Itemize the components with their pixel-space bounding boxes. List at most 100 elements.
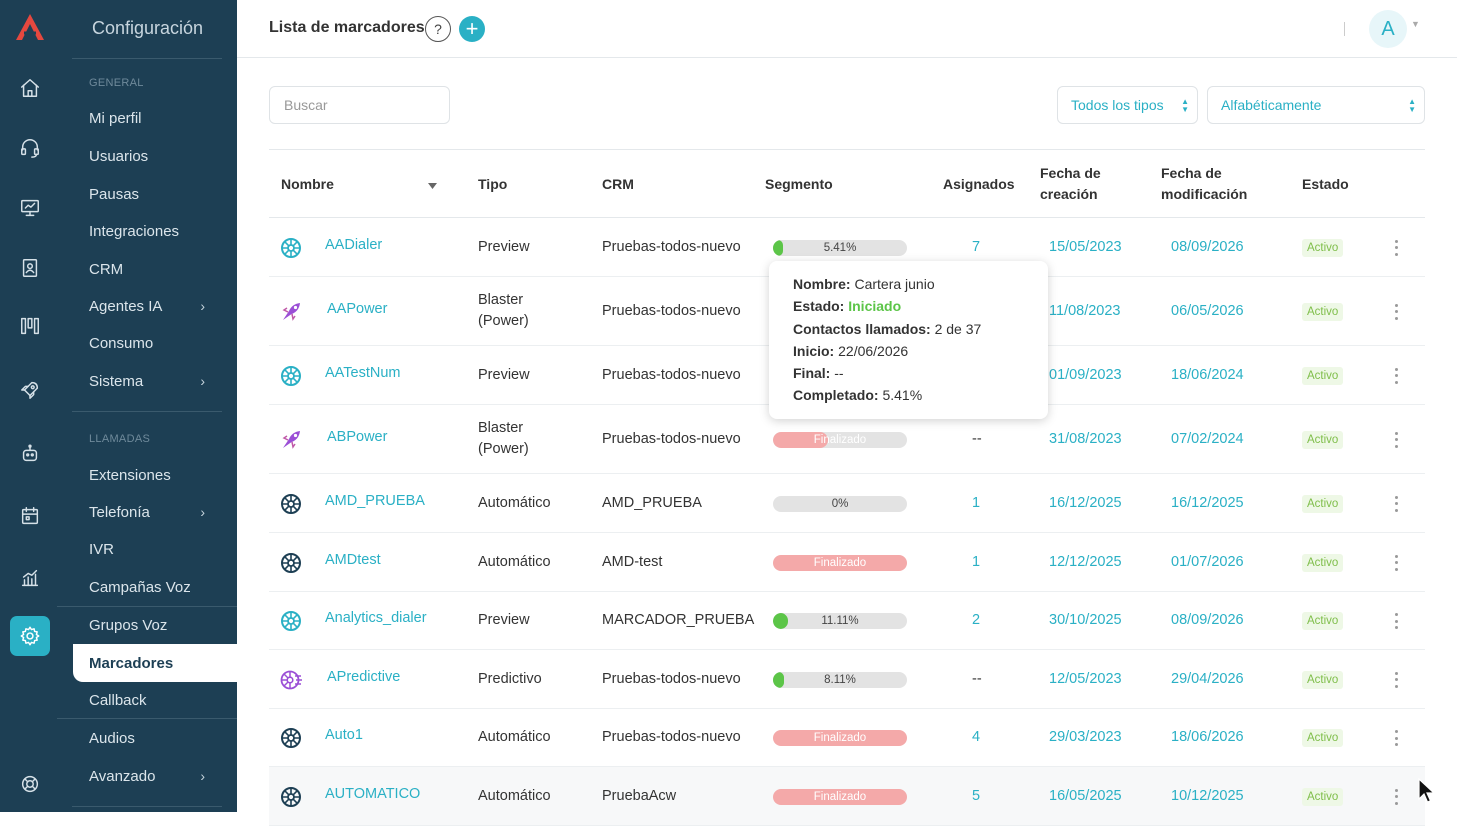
kanban-icon[interactable] — [10, 306, 50, 346]
caret-down-icon[interactable]: ▼ — [1411, 19, 1420, 29]
user-avatar[interactable]: A — [1369, 10, 1407, 48]
sidebar-item-mi-perfil[interactable]: Mi perfil — [89, 109, 142, 127]
segment-progress-bar[interactable]: Finalizado — [773, 554, 907, 571]
row-actions-icon[interactable] — [1395, 367, 1399, 384]
status-badge: Activo — [1302, 366, 1344, 385]
table-row[interactable]: AADialer Preview Pruebas-todos-nuevo 5.41% 7… — [269, 218, 1425, 277]
table-row[interactable]: AMDtest Automático AMD-test Finalizado 1 12/1… — [269, 533, 1425, 592]
calendar-icon[interactable] — [10, 496, 50, 536]
table-row[interactable]: AMD_PRUEBA Automático AMD_PRUEBA 0% 1 16/12/2… — [269, 474, 1425, 533]
search-input[interactable] — [269, 86, 450, 124]
row-actions-icon[interactable] — [1395, 239, 1399, 256]
dialer-name-link[interactable]: AAPower — [327, 300, 388, 317]
dialer-type: Automático — [478, 553, 551, 570]
assigned-count[interactable]: 5 — [972, 787, 981, 804]
robot-icon[interactable] — [10, 434, 50, 474]
sidebar-item-crm[interactable]: CRM — [89, 260, 124, 278]
assigned-count[interactable]: 4 — [972, 729, 981, 745]
segment-progress-bar[interactable]: Finalizado — [773, 431, 907, 448]
segment-percent-label: 0% — [831, 497, 849, 510]
sidebar-item-agentes-ia[interactable]: Agentes IA › — [89, 294, 237, 318]
sidebar-item-telefonia[interactable]: Telefonía › — [89, 500, 237, 524]
dialer-name-link[interactable]: AATestNum — [325, 364, 401, 381]
dialer-type: Preview — [478, 238, 530, 255]
dialer-crm: Pruebas-todos-nuevo — [602, 729, 741, 745]
table-row[interactable]: Analytics_dialer Preview MARCADOR_PRUEBA 11… — [269, 592, 1425, 650]
row-actions-icon[interactable] — [1395, 788, 1399, 805]
row-actions-icon[interactable] — [1395, 613, 1399, 629]
monitor-icon[interactable] — [10, 188, 50, 228]
sidebar-item-campanas-voz[interactable]: Campañas Voz — [89, 578, 191, 596]
sidebar-item-pausas[interactable]: Pausas — [89, 185, 140, 203]
headset-icon[interactable] — [10, 128, 50, 168]
dialer-name-link[interactable]: AUTOMATICO — [325, 785, 421, 802]
dialer-name-link[interactable]: ABPower — [327, 428, 388, 445]
sidebar-item-audios[interactable]: Audios — [89, 729, 135, 747]
status-badge: Activo — [1302, 553, 1344, 572]
segment-progress-bar[interactable]: 11.11% — [773, 613, 907, 629]
assigned-count[interactable]: 2 — [972, 612, 981, 628]
dialer-name-link[interactable]: Analytics_dialer — [325, 610, 427, 626]
dialer-name-link[interactable]: AADialer — [325, 236, 383, 253]
column-header-nombre[interactable]: Nombre — [281, 176, 334, 192]
power-blaster-icon — [280, 301, 302, 323]
sidebar-item-integraciones[interactable]: Integraciones — [89, 222, 180, 240]
app-logo-icon[interactable] — [15, 13, 45, 41]
row-actions-icon[interactable] — [1395, 431, 1399, 448]
rocket-icon[interactable] — [10, 370, 50, 410]
help-button[interactable]: ? — [425, 16, 451, 42]
segment-progress-bar[interactable]: Finalizado — [773, 788, 907, 805]
analytics-icon[interactable] — [10, 558, 50, 598]
column-header-estado: Estado — [1302, 176, 1349, 192]
dialer-crm: Pruebas-todos-nuevo — [602, 670, 741, 687]
dialer-name-link[interactable]: AMD_PRUEBA — [325, 492, 425, 509]
row-actions-icon[interactable] — [1395, 554, 1399, 571]
row-actions-icon[interactable] — [1395, 303, 1399, 320]
table-row[interactable]: APredictive Predictivo Pruebas-todos-nuevo… — [269, 650, 1425, 709]
sidebar-item-ivr[interactable]: IVR — [89, 540, 115, 558]
row-actions-icon[interactable] — [1395, 730, 1399, 746]
add-dialer-button[interactable]: + — [459, 16, 485, 42]
dialer-name-link[interactable]: AMDtest — [325, 551, 381, 568]
support-lifebuoy-icon[interactable] — [10, 764, 50, 804]
sidebar-item-grupos-voz[interactable]: Grupos Voz — [89, 616, 168, 634]
sidebar-item-consumo[interactable]: Consumo — [89, 334, 154, 352]
assigned-count[interactable]: 7 — [972, 238, 981, 255]
dialer-type: Automático — [478, 494, 551, 511]
section-general-label: GENERAL — [89, 77, 144, 89]
sidebar-item-usuarios[interactable]: Usuarios — [89, 147, 149, 165]
sort-desc-icon[interactable] — [428, 183, 437, 189]
sidebar-item-callback[interactable]: Callback — [89, 691, 147, 709]
assigned-count[interactable]: 1 — [972, 553, 981, 570]
segment-progress-bar[interactable]: 0% — [773, 495, 907, 512]
sidebar-item-label: Telefonía — [89, 503, 150, 521]
contact-book-icon[interactable] — [10, 248, 50, 288]
row-actions-icon[interactable] — [1395, 495, 1399, 512]
divider — [72, 806, 222, 807]
segment-progress-bar[interactable]: 8.11% — [773, 671, 907, 688]
table-row[interactable]: ABPower Blaster (Power) Pruebas-todos-nuev… — [269, 405, 1425, 474]
sort-order-select[interactable]: Alfabéticamente ▲ ▼ — [1207, 86, 1425, 124]
dialer-name-link[interactable]: APredictive — [327, 668, 401, 685]
settings-gear-icon[interactable] — [10, 616, 50, 656]
sidebar-item-sistema[interactable]: Sistema › — [89, 369, 237, 393]
sidebar-item-extensiones[interactable]: Extensiones — [89, 466, 171, 484]
table-row[interactable]: AUTOMATICO Automático PruebaAcw Finalizado 5… — [269, 767, 1425, 826]
creation-date: 29/03/2023 — [1049, 729, 1122, 745]
row-actions-icon[interactable] — [1395, 671, 1399, 688]
type-filter-select[interactable]: Todos los tipos ▲ ▼ — [1057, 86, 1198, 124]
sidebar-item-avanzado[interactable]: Avanzado › — [89, 764, 237, 788]
dialer-type: Blaster (Power) — [478, 419, 529, 457]
segment-progress-bar[interactable]: 5.41% — [773, 239, 907, 256]
table-row[interactable]: Auto1 Automático Pruebas-todos-nuevo Finali… — [269, 709, 1425, 767]
home-icon[interactable] — [10, 68, 50, 108]
mouse-cursor-icon — [1418, 778, 1436, 803]
dialer-crm: MARCADOR_PRUEBA — [602, 612, 755, 628]
creation-date: 15/05/2023 — [1049, 238, 1122, 255]
assigned-count[interactable]: 1 — [972, 494, 981, 511]
creation-date: 11/08/2023 — [1049, 302, 1121, 319]
dialer-name-link[interactable]: Auto1 — [325, 727, 363, 743]
sidebar-item-marcadores[interactable]: Marcadores — [73, 644, 237, 682]
dialer-type: Automático — [478, 729, 551, 745]
segment-progress-bar[interactable]: Finalizado — [773, 730, 907, 746]
